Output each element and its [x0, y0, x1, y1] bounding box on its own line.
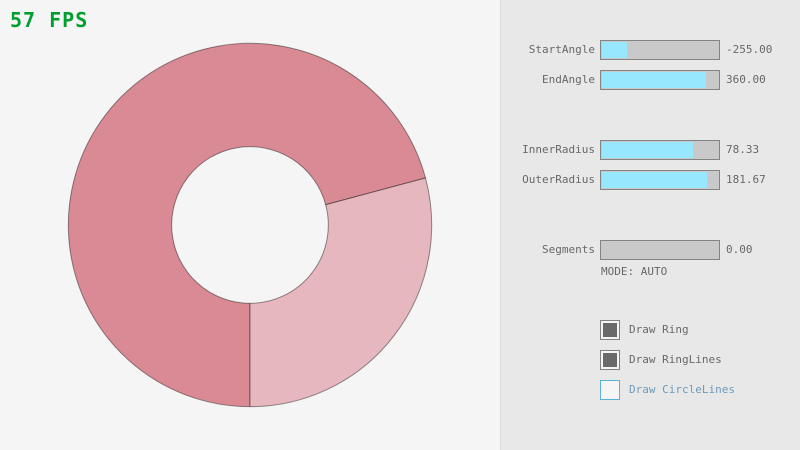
slider-row-inner-radius: InnerRadius 78.33 [501, 140, 800, 160]
ring-sector-single-pass [249, 177, 433, 408]
draw-ringlines-checkbox[interactable] [600, 350, 620, 370]
segments-slider[interactable] [600, 240, 720, 260]
inner-radius-value: 78.33 [726, 143, 760, 156]
slider-fill [602, 172, 708, 188]
check-mark [603, 323, 617, 337]
end-angle-slider[interactable] [600, 70, 720, 90]
start-angle-slider[interactable] [600, 40, 720, 60]
slider-row-start-angle: StartAngle -255.00 [501, 40, 800, 60]
segments-mode-label: MODE: AUTO [601, 265, 668, 278]
ring-sector-double-pass [67, 42, 427, 408]
checkbox-row-draw-circlelines: Draw CircleLines [501, 380, 800, 400]
draw-circlelines-label[interactable]: Draw CircleLines [629, 383, 735, 396]
inner-radius-label: InnerRadius [522, 143, 595, 156]
slider-row-segments: Segments 0.00 [501, 240, 800, 260]
start-angle-label: StartAngle [528, 43, 595, 56]
slider-fill [602, 142, 693, 158]
draw-circlelines-checkbox[interactable] [600, 380, 620, 400]
checkbox-row-draw-ringlines: Draw RingLines [501, 350, 800, 370]
end-angle-label: EndAngle [542, 73, 595, 86]
draw-ring-label[interactable]: Draw Ring [629, 323, 689, 336]
slider-row-end-angle: EndAngle 360.00 [501, 70, 800, 90]
outer-radius-label: OuterRadius [522, 173, 595, 186]
checkbox-row-draw-ring: Draw Ring [501, 320, 800, 340]
slider-row-outer-radius: OuterRadius 181.67 [501, 170, 800, 190]
segments-label: Segments [542, 243, 595, 256]
fps-counter: 57 FPS [10, 8, 89, 32]
ring-chart [67, 42, 433, 408]
outer-radius-value: 181.67 [726, 173, 766, 186]
slider-fill [602, 72, 707, 88]
slider-fill [602, 42, 628, 58]
start-angle-value: -255.00 [726, 43, 773, 56]
draw-ringlines-label[interactable]: Draw RingLines [629, 353, 722, 366]
settings-panel: StartAngle -255.00 EndAngle 360.00 Inner… [500, 0, 800, 450]
draw-ring-checkbox[interactable] [600, 320, 620, 340]
end-angle-value: 360.00 [726, 73, 766, 86]
outer-radius-slider[interactable] [600, 170, 720, 190]
segments-value: 0.00 [726, 243, 753, 256]
check-mark [603, 353, 617, 367]
inner-radius-slider[interactable] [600, 140, 720, 160]
